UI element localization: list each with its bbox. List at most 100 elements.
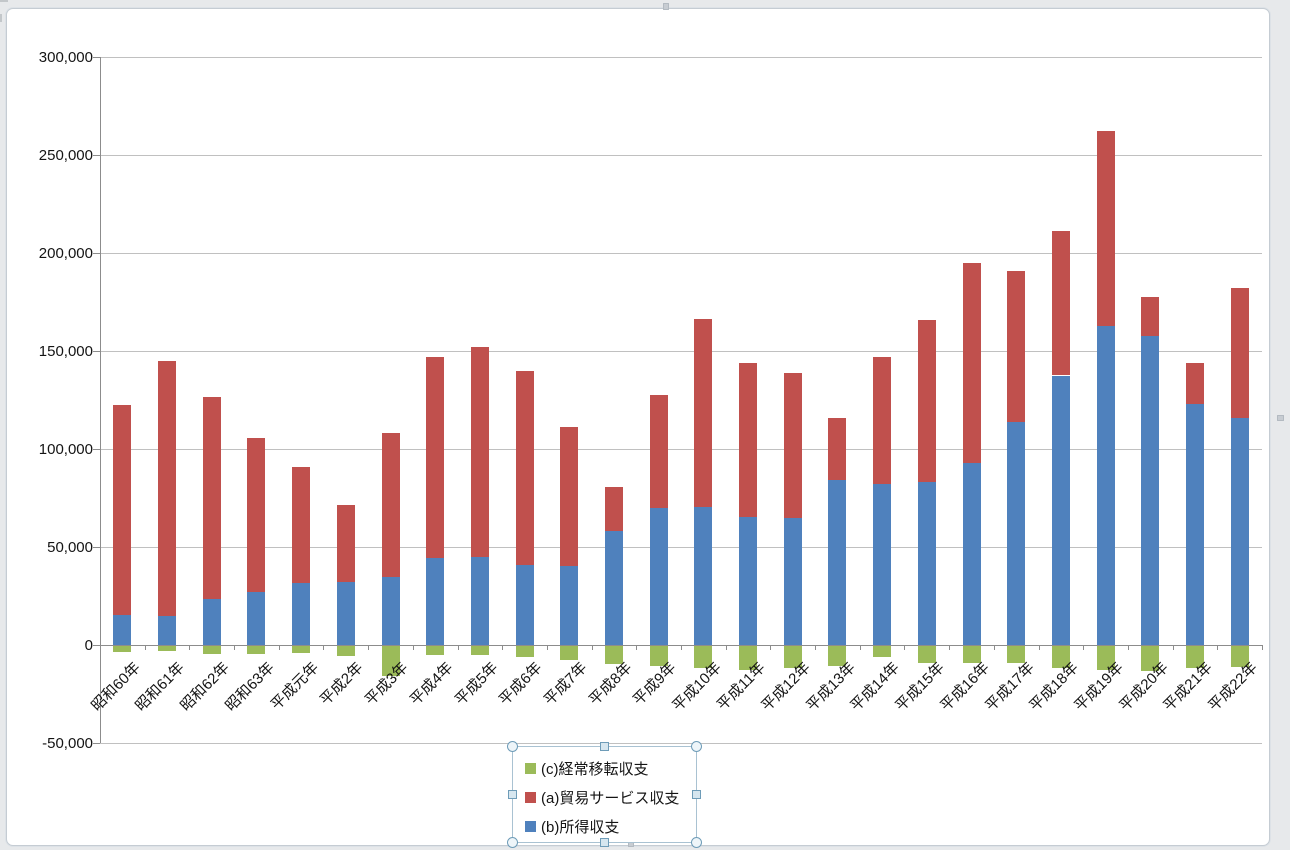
- bar-segment-trade-services[interactable]: [381, 433, 400, 578]
- bar-segment-income[interactable]: [1096, 325, 1115, 645]
- bar-segment-income[interactable]: [873, 484, 892, 645]
- bar-segment-trade-services[interactable]: [247, 438, 266, 593]
- bar-segment-trade-services[interactable]: [1007, 270, 1026, 422]
- y-axis-tick-label[interactable]: 50,000: [47, 539, 93, 556]
- x-axis-category-label[interactable]: 平成2年: [317, 659, 367, 709]
- bar-segment-income[interactable]: [739, 516, 758, 645]
- bar-segment-income[interactable]: [247, 592, 266, 645]
- bar-segment-transfers[interactable]: [1185, 645, 1204, 668]
- bar-segment-trade-services[interactable]: [292, 466, 311, 584]
- bar-segment-transfers[interactable]: [739, 645, 758, 671]
- bar-segment-income[interactable]: [917, 482, 936, 645]
- x-axis-category-label[interactable]: 平成5年: [451, 659, 502, 709]
- x-axis-category-label[interactable]: 平成16年: [937, 659, 993, 715]
- bar-segment-trade-services[interactable]: [917, 319, 936, 483]
- bar-segment-transfers[interactable]: [202, 645, 221, 654]
- bar-segment-income[interactable]: [381, 577, 400, 645]
- bar-segment-trade-services[interactable]: [1230, 288, 1249, 418]
- bar-segment-trade-services[interactable]: [515, 370, 534, 565]
- bar-segment-transfers[interactable]: [1007, 645, 1026, 663]
- bar-segment-trade-services[interactable]: [1185, 362, 1204, 404]
- legend-item-income[interactable]: (b)所得収支: [525, 812, 696, 841]
- legend-item-transfers[interactable]: (c)経常移転収支: [525, 754, 696, 783]
- bar-segment-transfers[interactable]: [381, 645, 400, 677]
- x-axis-category-label[interactable]: 昭和62年: [177, 659, 233, 715]
- bar-segment-transfers[interactable]: [649, 645, 668, 666]
- bar-segment-income[interactable]: [1185, 403, 1204, 645]
- bar-segment-trade-services[interactable]: [828, 417, 847, 481]
- bar-segment-trade-services[interactable]: [1051, 231, 1070, 376]
- x-axis-category-label[interactable]: 平成7年: [540, 659, 591, 709]
- bar-segment-trade-services[interactable]: [739, 362, 758, 517]
- legend-handle-top-right[interactable]: [691, 741, 702, 752]
- y-axis-tick-label[interactable]: -50,000: [42, 735, 93, 752]
- legend-item-trade-services[interactable]: (a)貿易サービス収支: [525, 783, 696, 812]
- bar-segment-income[interactable]: [649, 507, 668, 645]
- bar-segment-transfers[interactable]: [1141, 645, 1160, 672]
- bar-segment-income[interactable]: [560, 565, 579, 645]
- bar-segment-trade-services[interactable]: [604, 487, 623, 532]
- bar-segment-transfers[interactable]: [962, 645, 981, 663]
- bar-segment-trade-services[interactable]: [470, 347, 489, 557]
- bar-segment-transfers[interactable]: [1230, 645, 1249, 667]
- bar-segment-income[interactable]: [470, 556, 489, 645]
- bar-segment-transfers[interactable]: [292, 645, 311, 653]
- legend-handle-top-left[interactable]: [507, 741, 518, 752]
- legend-handle-top-mid[interactable]: [600, 742, 609, 751]
- bar-segment-transfers[interactable]: [515, 645, 534, 657]
- bar-segment-income[interactable]: [962, 462, 981, 645]
- legend-handle-right-mid[interactable]: [692, 790, 701, 799]
- legend-handle-left-mid[interactable]: [508, 790, 517, 799]
- bar-segment-income[interactable]: [426, 557, 445, 645]
- bar-segment-trade-services[interactable]: [158, 360, 177, 616]
- bar-segment-transfers[interactable]: [783, 645, 802, 668]
- bar-segment-income[interactable]: [1007, 421, 1026, 645]
- bar-segment-transfers[interactable]: [917, 645, 936, 663]
- x-axis-category-label[interactable]: 平成6年: [495, 659, 546, 709]
- bar-segment-transfers[interactable]: [604, 645, 623, 664]
- bar-segment-trade-services[interactable]: [649, 395, 668, 508]
- bar-segment-trade-services[interactable]: [113, 404, 132, 615]
- bar-segment-trade-services[interactable]: [962, 262, 981, 463]
- bar-segment-income[interactable]: [292, 583, 311, 645]
- chart-legend[interactable]: (c)経常移転収支 (a)貿易サービス収支 (b)所得収支: [512, 746, 697, 843]
- bar-segment-transfers[interactable]: [426, 645, 445, 655]
- bar-segment-income[interactable]: [828, 480, 847, 645]
- bar-segment-transfers[interactable]: [158, 645, 177, 651]
- bar-segment-trade-services[interactable]: [1096, 131, 1115, 326]
- bar-segment-trade-services[interactable]: [694, 318, 713, 507]
- legend-handle-bottom-left[interactable]: [507, 837, 518, 848]
- bar-segment-income[interactable]: [1141, 336, 1160, 645]
- bar-segment-transfers[interactable]: [1051, 645, 1070, 668]
- bar-segment-transfers[interactable]: [336, 645, 355, 656]
- bar-segment-transfers[interactable]: [113, 645, 132, 652]
- bar-segment-income[interactable]: [783, 517, 802, 645]
- y-axis-tick-label[interactable]: 100,000: [38, 441, 93, 458]
- bar-segment-trade-services[interactable]: [783, 372, 802, 518]
- x-axis-category-label[interactable]: 平成15年: [892, 659, 948, 715]
- bar-segment-trade-services[interactable]: [426, 356, 445, 558]
- bar-segment-income[interactable]: [1230, 417, 1249, 645]
- bar-segment-trade-services[interactable]: [873, 356, 892, 485]
- bar-segment-trade-services[interactable]: [1141, 297, 1160, 337]
- bar-segment-transfers[interactable]: [873, 645, 892, 657]
- x-axis-category-label[interactable]: 平成4年: [406, 659, 457, 709]
- bar-segment-transfers[interactable]: [828, 645, 847, 666]
- bar-segment-income[interactable]: [113, 614, 132, 645]
- bar-segment-income[interactable]: [515, 564, 534, 645]
- y-axis-tick-label[interactable]: 150,000: [38, 343, 93, 360]
- bar-segment-trade-services[interactable]: [560, 427, 579, 566]
- x-axis-category-label[interactable]: 平成元年: [267, 659, 323, 714]
- bar-segment-transfers[interactable]: [1096, 645, 1115, 670]
- bar-segment-trade-services[interactable]: [202, 397, 221, 599]
- bar-segment-income[interactable]: [604, 531, 623, 645]
- y-axis-tick-label[interactable]: 300,000: [38, 49, 93, 66]
- bar-segment-transfers[interactable]: [247, 645, 266, 654]
- bar-segment-transfers[interactable]: [694, 645, 713, 668]
- bar-segment-transfers[interactable]: [470, 645, 489, 655]
- x-axis-category-label[interactable]: 昭和63年: [221, 659, 278, 715]
- bar-segment-transfers[interactable]: [560, 645, 579, 660]
- bar-segment-income[interactable]: [202, 598, 221, 645]
- bar-segment-trade-services[interactable]: [336, 504, 355, 583]
- bar-segment-income[interactable]: [158, 615, 177, 645]
